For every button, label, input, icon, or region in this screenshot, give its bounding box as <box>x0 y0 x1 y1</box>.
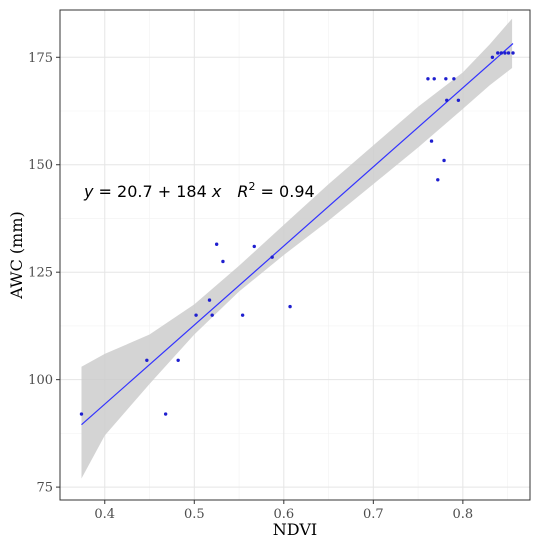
data-point <box>445 98 449 102</box>
data-point <box>79 412 84 416</box>
data-point <box>506 51 511 55</box>
equation-r-superscript: 2 <box>248 180 255 193</box>
data-point <box>499 51 504 55</box>
data-point <box>194 313 198 317</box>
grid <box>60 10 530 500</box>
equation-x-var: x <box>211 182 222 201</box>
data-point <box>426 77 430 81</box>
data-point <box>240 313 245 317</box>
data-point <box>442 158 446 163</box>
data-point <box>496 51 500 55</box>
regression-line <box>81 43 514 426</box>
data-points <box>79 51 515 416</box>
regression-equation: y = 20.7 + 184 x R2 = 0.94 <box>83 180 315 201</box>
x-tick-label: 0.8 <box>453 507 474 522</box>
y-tick-label: 150 <box>28 158 53 173</box>
equation-r-value: = 0.94 <box>255 182 314 201</box>
data-point <box>432 77 436 81</box>
x-tick-label: 0.7 <box>363 507 384 522</box>
x-axis-ticks: 0.4 0.5 0.6 0.7 0.8 <box>94 500 473 522</box>
data-point <box>252 244 256 249</box>
equation-y-var: y <box>83 182 94 201</box>
data-point <box>503 51 507 55</box>
data-point <box>163 412 168 416</box>
equation-intercept-slope: = 20.7 + 184 <box>93 182 211 201</box>
data-point <box>452 77 456 81</box>
confidence-band-layer <box>81 18 513 479</box>
data-point <box>207 298 212 302</box>
data-point <box>288 304 292 309</box>
confidence-band <box>81 18 513 479</box>
y-tick-label: 100 <box>28 373 53 388</box>
data-point <box>270 255 274 259</box>
x-axis-title: NDVI <box>273 520 317 539</box>
equation-r-var: R <box>237 182 248 201</box>
data-point <box>176 358 180 363</box>
data-point <box>214 242 219 246</box>
data-point <box>210 313 214 317</box>
data-point <box>456 98 461 102</box>
data-point <box>436 178 440 182</box>
data-point <box>145 358 149 363</box>
regression-line-layer <box>81 43 514 426</box>
data-point <box>444 77 448 81</box>
y-tick-label: 125 <box>28 266 53 281</box>
data-point <box>429 139 434 143</box>
data-point <box>490 55 495 59</box>
x-tick-label: 0.5 <box>184 507 205 522</box>
x-tick-label: 0.6 <box>273 507 294 522</box>
panel-border <box>59 9 531 501</box>
data-point <box>221 259 225 264</box>
y-axis-title: AWC (mm) <box>7 211 26 300</box>
y-tick-label: 75 <box>36 481 53 496</box>
data-point <box>511 51 515 55</box>
y-tick-label: 175 <box>28 51 53 66</box>
y-axis-ticks: 75 100 125 150 175 <box>28 51 60 496</box>
x-tick-label: 0.4 <box>94 507 115 522</box>
